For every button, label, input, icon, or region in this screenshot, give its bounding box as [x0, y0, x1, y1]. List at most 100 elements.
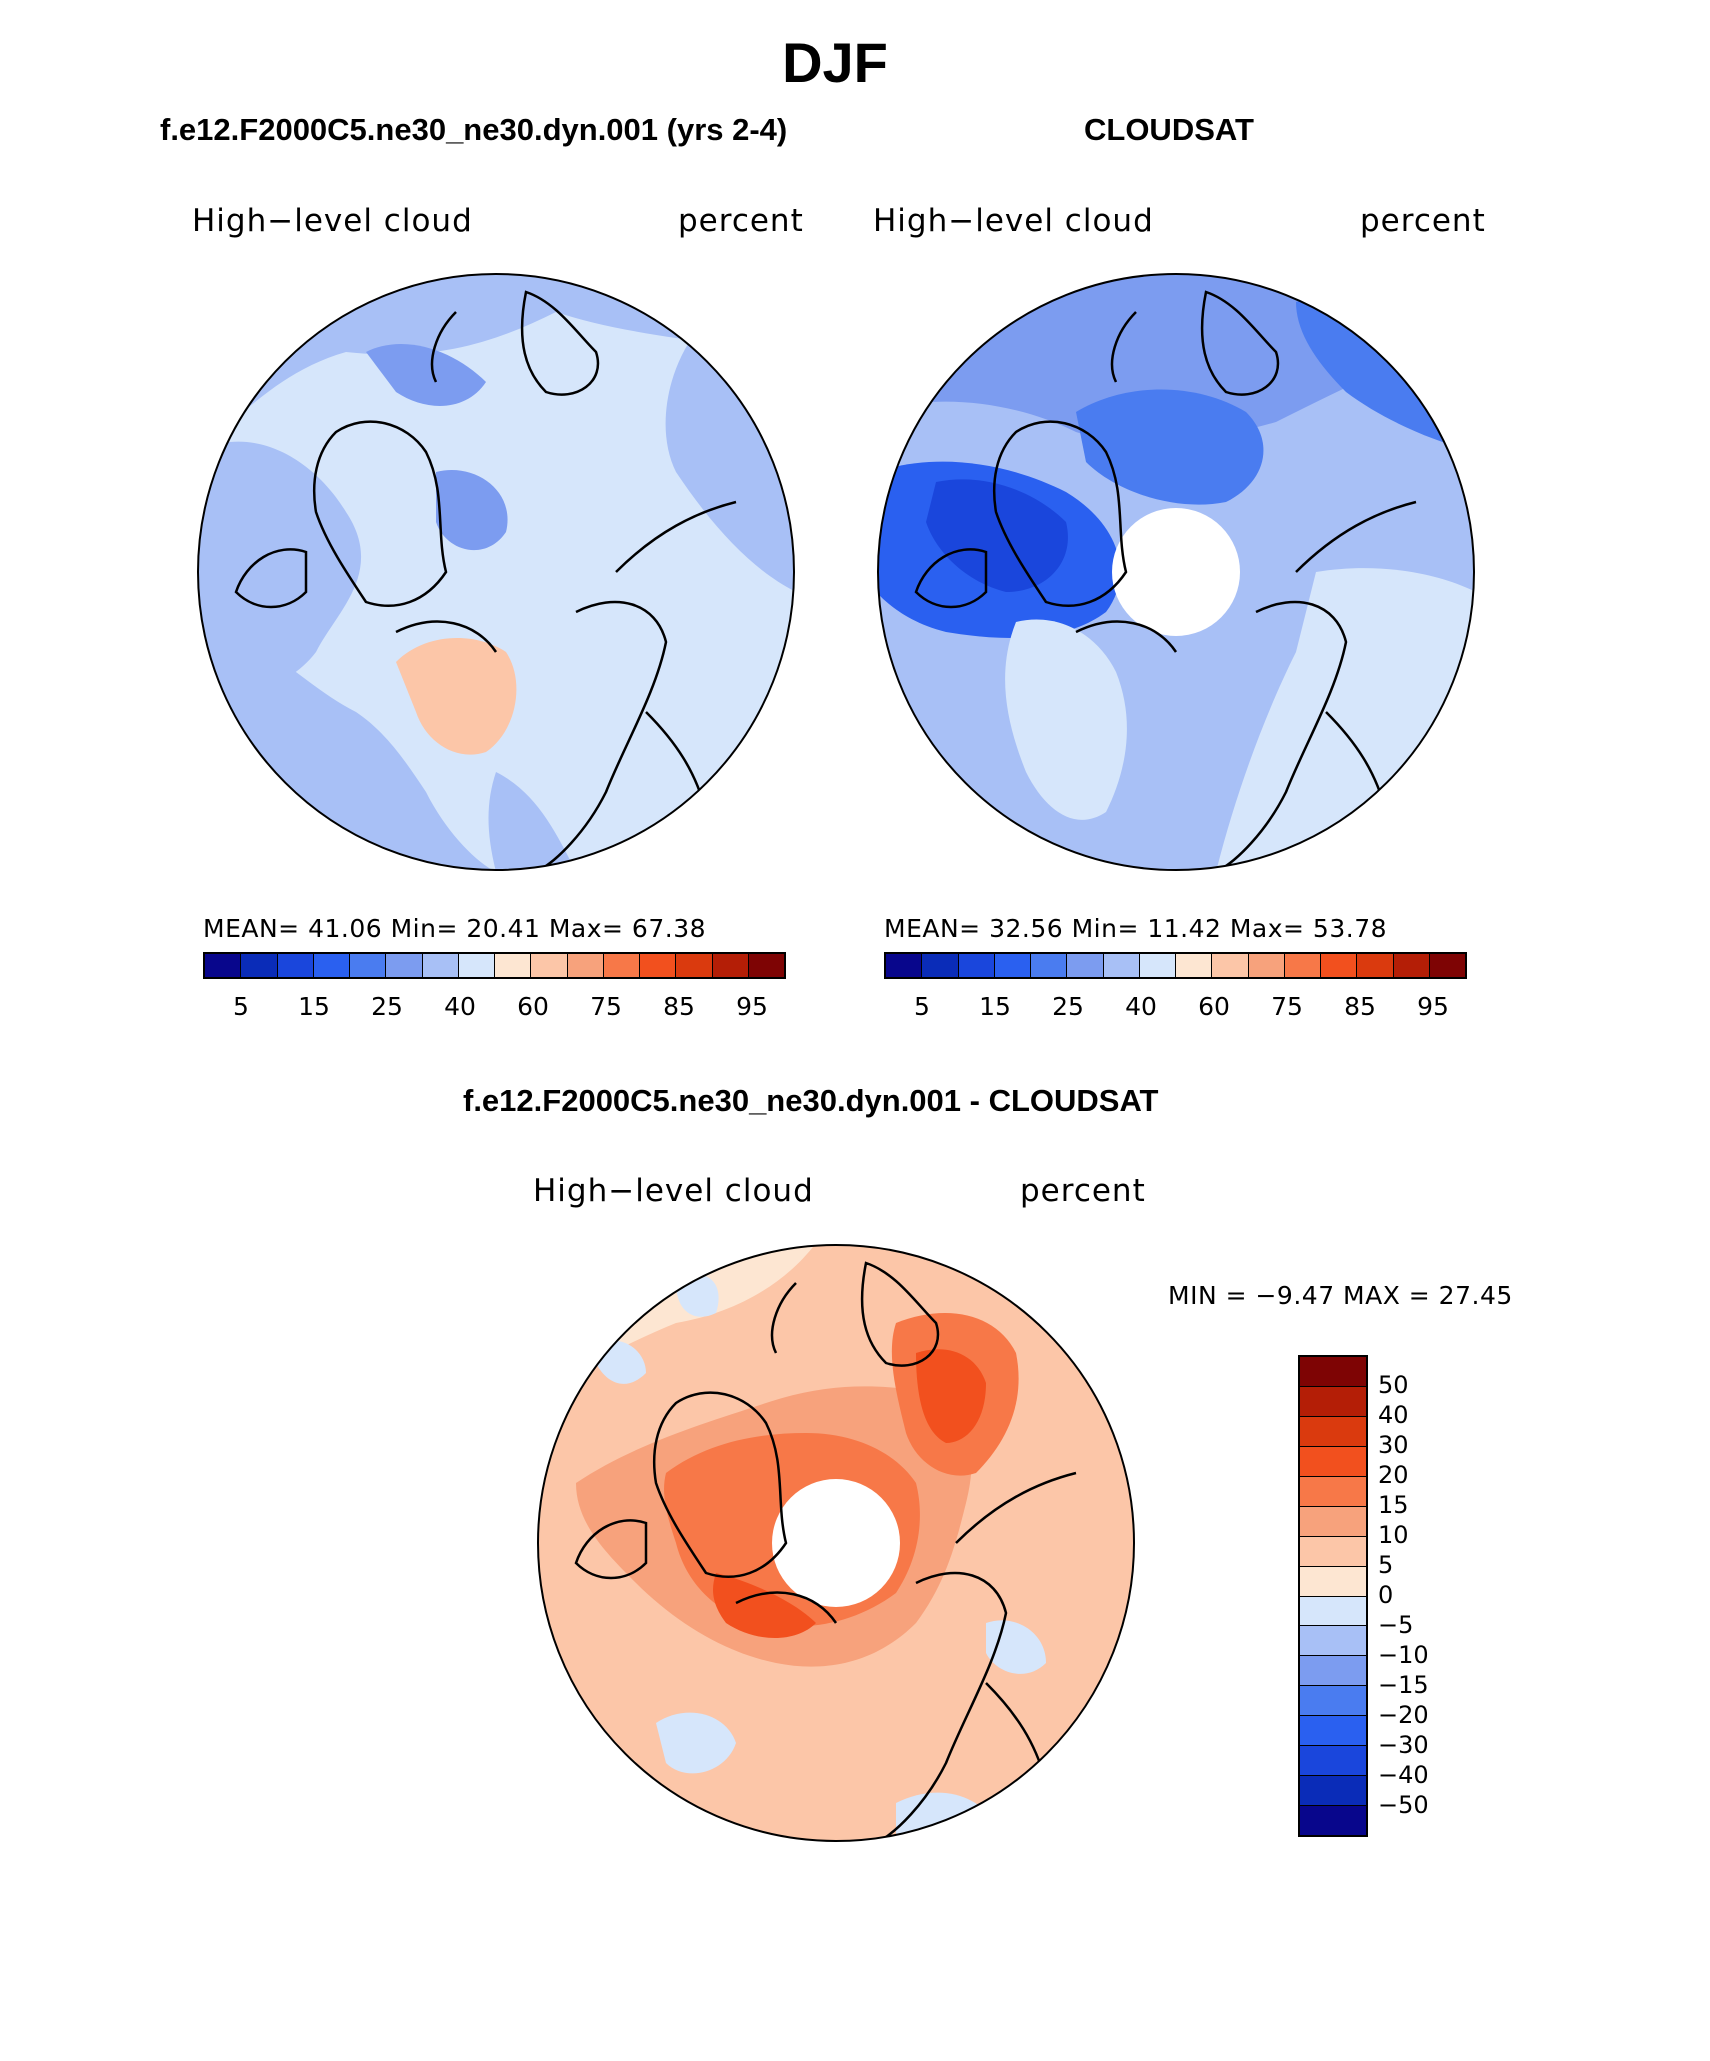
cbar-swatch [1357, 954, 1394, 977]
cbar-swatch [1300, 1686, 1366, 1717]
cbar-swatch [1300, 1716, 1366, 1747]
cbar-tick: 50 [1378, 1371, 1409, 1399]
map-border [877, 273, 1475, 871]
cbar-swatch [886, 954, 923, 977]
cloud-region [926, 479, 1068, 592]
cbar-tick: 5 [914, 992, 930, 1021]
cloud-region [1005, 619, 1127, 820]
cbar-tick: 75 [1271, 992, 1303, 1021]
cbar-tick: 85 [663, 992, 695, 1021]
cbar-swatch [350, 954, 387, 977]
cbar-tick: −10 [1378, 1641, 1429, 1669]
cbar-tick: −30 [1378, 1731, 1429, 1759]
cbar-swatch [241, 954, 278, 977]
model-units-label: percent [678, 203, 804, 239]
cloud-region [878, 368, 926, 409]
cloud-region [748, 332, 794, 422]
cbar-swatch [1300, 1596, 1366, 1627]
diff-units-label: percent [1020, 1173, 1146, 1209]
cloud-region [366, 343, 486, 406]
model-colorbar [203, 952, 786, 979]
cbar-tick: −5 [1378, 1611, 1414, 1639]
cbar-swatch [205, 954, 242, 977]
cbar-tick: 20 [1378, 1461, 1409, 1489]
cbar-swatch [1031, 954, 1068, 977]
cbar-swatch [567, 954, 604, 977]
cbar-swatch [277, 954, 314, 977]
cbar-swatch [1300, 1476, 1366, 1507]
cbar-swatch [748, 954, 784, 977]
obs-polar-map [877, 273, 1475, 871]
cbar-tick: 0 [1378, 1581, 1394, 1609]
obs-colorbar [884, 952, 1467, 979]
cloud-region [198, 378, 246, 419]
cbar-swatch [922, 954, 959, 977]
diff-region [713, 1573, 816, 1638]
cbar-swatch [531, 954, 568, 977]
cloud-region [488, 772, 576, 870]
cbar-tick: 40 [1378, 1401, 1409, 1429]
model-subtitle: f.e12.F2000C5.ne30_ne30.dyn.001 (yrs 2-4… [160, 112, 788, 147]
diff-colorbar-ticks: 50 40 30 20 15 10 5 0 −5 −10 −15 −20 −30… [1378, 1355, 1458, 1837]
cbar-tick: 15 [298, 992, 330, 1021]
cbar-swatch [1300, 1446, 1366, 1477]
cbar-swatch [640, 954, 677, 977]
diff-colorbar [1298, 1355, 1368, 1837]
cbar-swatch [1176, 954, 1213, 977]
cbar-tick: −50 [1378, 1791, 1429, 1819]
obs-stats: MEAN= 32.56 Min= 11.42 Max= 53.78 [884, 914, 1387, 943]
cbar-swatch [1103, 954, 1140, 977]
map-border [197, 273, 795, 871]
diff-field-label: High−level cloud [533, 1173, 814, 1209]
cbar-swatch [603, 954, 640, 977]
cbar-swatch [495, 954, 532, 977]
diff-polar-map [537, 1244, 1135, 1842]
cbar-tick: 60 [1198, 992, 1230, 1021]
cbar-tick: −15 [1378, 1671, 1429, 1699]
cbar-swatch [313, 954, 350, 977]
cbar-swatch [1321, 954, 1358, 977]
cbar-tick: 5 [1378, 1551, 1394, 1579]
cbar-swatch [1284, 954, 1321, 977]
cloud-region [1076, 389, 1264, 505]
model-stats: MEAN= 41.06 Min= 20.41 Max= 67.38 [203, 914, 706, 943]
cbar-swatch [1429, 954, 1465, 977]
cbar-swatch [1067, 954, 1104, 977]
cbar-tick: 75 [590, 992, 622, 1021]
map-border [537, 1244, 1135, 1842]
cbar-swatch [1248, 954, 1285, 977]
cbar-tick: 15 [979, 992, 1011, 1021]
cbar-swatch [1300, 1656, 1366, 1687]
cbar-tick: 25 [371, 992, 403, 1021]
cbar-swatch [1300, 1566, 1366, 1597]
cbar-tick: 95 [736, 992, 768, 1021]
cbar-swatch [386, 954, 423, 977]
diff-subtitle: f.e12.F2000C5.ne30_ne30.dyn.001 - CLOUDS… [463, 1083, 1159, 1118]
cbar-swatch [1300, 1806, 1366, 1835]
obs-subtitle: CLOUDSAT [1084, 112, 1254, 147]
cbar-swatch [1300, 1776, 1366, 1807]
figure-title: DJF [782, 31, 888, 94]
cbar-swatch [994, 954, 1031, 977]
coastlines [914, 290, 1417, 870]
model-polar-map [197, 273, 795, 871]
cbar-tick: 85 [1344, 992, 1376, 1021]
cbar-swatch [958, 954, 995, 977]
obs-colorbar-ticks: 5 15 25 40 60 75 85 95 [884, 992, 1467, 1022]
cloud-region [436, 470, 508, 551]
cbar-tick: 40 [1125, 992, 1157, 1021]
cbar-tick: 95 [1417, 992, 1449, 1021]
cbar-swatch [1300, 1386, 1366, 1417]
cbar-tick: 15 [1378, 1491, 1409, 1519]
diff-region [656, 1712, 736, 1774]
cbar-swatch [1300, 1746, 1366, 1777]
cbar-tick: 5 [233, 992, 249, 1021]
cbar-swatch [1300, 1357, 1366, 1387]
obs-units-label: percent [1360, 203, 1486, 239]
diff-region [916, 1349, 986, 1443]
cbar-swatch [1300, 1626, 1366, 1657]
model-colorbar-ticks: 5 15 25 40 60 75 85 95 [203, 992, 786, 1022]
cbar-tick: 10 [1378, 1521, 1409, 1549]
cbar-swatch [1300, 1416, 1366, 1447]
cbar-tick: 40 [444, 992, 476, 1021]
